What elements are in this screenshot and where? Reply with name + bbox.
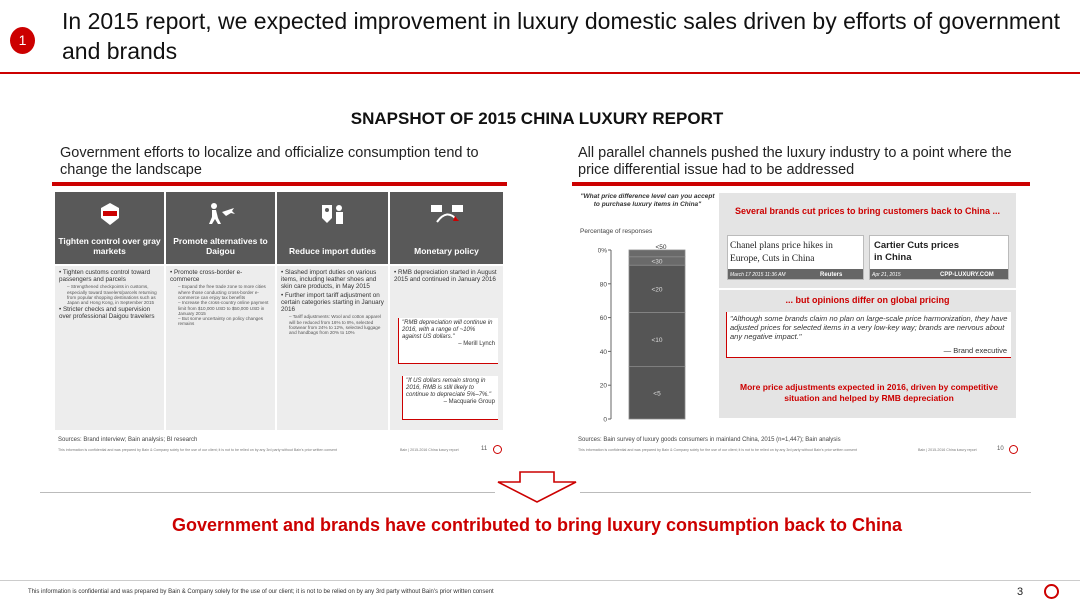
- column-label: Promote alternatives to Daigou: [173, 236, 268, 256]
- person-plane-icon: [166, 202, 275, 231]
- conclusion: Government and brands have contributed t…: [171, 515, 903, 535]
- column-body-gray-markets: • Tighten customs control toward passeng…: [55, 266, 164, 430]
- sub-bullet: – Increase the cross-country online paym…: [178, 300, 269, 316]
- column-header-daigou: Promote alternatives to Daigou: [166, 192, 275, 264]
- chart-question: "What price difference level can you acc…: [580, 193, 715, 208]
- bullet: • Stricter checks and supervision over p…: [59, 305, 155, 320]
- quote-source: — Brand executive: [943, 346, 1007, 355]
- title-divider: [0, 72, 1080, 74]
- y-tick-label: 40: [600, 349, 608, 356]
- tag-person-icon: [277, 202, 388, 231]
- segment-label: <50: [655, 244, 666, 251]
- quote-source: – Macquarie Group: [443, 399, 495, 405]
- column-header-gray-markets: Tighten control over gray markets: [55, 192, 164, 264]
- news-headline: Chanel plans price hikes in Europe, Cuts…: [730, 241, 833, 264]
- down-arrow-icon: [497, 471, 577, 503]
- quote-text: "If US dollars remain strong in 2016, RM…: [406, 378, 492, 398]
- news-headline: Cartier Cuts prices in China: [874, 240, 960, 263]
- divider-left: [40, 492, 495, 493]
- stacked-bar-segment: [628, 264, 686, 313]
- quote-source: – Merill Lynch: [458, 341, 495, 347]
- stacked-bar-segment: [628, 249, 686, 258]
- seal-icon: [55, 202, 164, 231]
- right-panel-heading: All parallel channels pushed the luxury …: [578, 145, 1012, 178]
- step-badge: 1: [10, 27, 35, 54]
- stacked-bar-segment: [628, 366, 686, 420]
- column-header-monetary: Monetary policy: [390, 192, 503, 264]
- column-body-import-duties: • Slashed import duties on various items…: [277, 266, 388, 430]
- bullet: • Tighten customs control toward passeng…: [59, 269, 151, 284]
- column-label: Reduce import duties: [289, 246, 376, 256]
- bain-logo-icon: [1044, 584, 1059, 599]
- news-card-chanel: Chanel plans price hikes in Europe, Cuts…: [727, 235, 864, 280]
- column-header-import-duties: Reduce import duties: [277, 192, 388, 264]
- right-fine-ref: Bain | 2015-2016 China luxury report: [918, 448, 977, 452]
- quote-callout: "If US dollars remain strong in 2016, RM…: [402, 376, 498, 420]
- news-date: Apr 21, 2015: [872, 272, 901, 278]
- column-label: Tighten control over gray markets: [58, 236, 161, 256]
- footer-divider: [0, 580, 1080, 581]
- left-panel-heading: Government efforts to localize and offic…: [60, 145, 479, 178]
- y-tick-label: 100%: [598, 248, 607, 255]
- news-outlet: CPP-LUXURY.COM: [940, 272, 994, 278]
- bullet: • Slashed import duties on various items…: [281, 269, 377, 291]
- news-date: March 17 2015 11:36 AM: [730, 272, 786, 278]
- y-tick-label: 20: [600, 383, 608, 390]
- news-outlet: Reuters: [820, 272, 843, 278]
- segment-label: <5: [653, 390, 661, 397]
- stacked-bar-segment: [628, 312, 686, 368]
- sub-bullet: – Strengthened checkpoints in customs, e…: [67, 284, 157, 306]
- segment-label: <30: [651, 258, 662, 265]
- y-tick-label: 0: [603, 417, 607, 424]
- right-page-number: 10: [997, 446, 1004, 452]
- segment-label: <20: [651, 286, 662, 293]
- opinions-title: ... but opinions differ on global pricin…: [785, 295, 950, 305]
- column-body-daigou: • Promote cross-border e-commerce – Expa…: [166, 266, 275, 430]
- y-tick-label: 60: [600, 315, 608, 322]
- brands-box-title: Several brands cut prices to bring custo…: [734, 206, 1001, 216]
- bullet: • Further import tariff adjustment on ce…: [281, 291, 384, 314]
- quote-callout: "RMB depreciation will continue in 2016,…: [398, 318, 498, 364]
- news-card-cartier: Cartier Cuts prices in China Apr 21, 201…: [869, 235, 1009, 280]
- bain-logo-icon: [1009, 445, 1018, 454]
- brand-executive-quote: "Although some brands claim no plan on l…: [726, 312, 1011, 358]
- left-source: Sources: Brand interview; Bain analysis;…: [58, 437, 198, 443]
- segment-label: <10: [651, 337, 662, 344]
- quote-text: "RMB depreciation will continue in 2016,…: [402, 320, 493, 340]
- quote-text: "Although some brands claim no plan on l…: [730, 314, 1008, 341]
- right-panel-rule: [572, 182, 1030, 186]
- column-label: Monetary policy: [414, 246, 479, 256]
- bullet: • Promote cross-border e-commerce: [170, 269, 243, 284]
- sub-bullet: – But some uncertainty on policy changes…: [178, 316, 264, 327]
- left-fine-print: This information is confidential and was…: [58, 448, 337, 452]
- left-page-number: 11: [481, 446, 488, 452]
- right-fine-print: This information is confidential and was…: [578, 448, 857, 452]
- bullet: • RMB depreciation started in August 201…: [394, 269, 497, 284]
- price-difference-chart: 0 20 40 60 80 100% <5 <10 <20 <30 <50: [598, 244, 686, 424]
- left-fine-ref: Bain | 2015-2016 China luxury report: [400, 448, 459, 452]
- divider-right: [580, 492, 1031, 493]
- left-panel-rule: [52, 182, 507, 186]
- sub-bullet: – Expand the free trade zone to more cit…: [178, 284, 266, 300]
- y-tick-label: 80: [600, 281, 608, 288]
- page-number: 3: [1017, 586, 1024, 598]
- snapshot-title: SNAPSHOT OF 2015 CHINA LUXURY REPORT: [350, 109, 724, 128]
- right-source: Sources: Bain survey of luxury goods con…: [578, 437, 841, 443]
- bain-logo-icon: [493, 445, 502, 454]
- sub-bullet: – Tariff adjustments: Wool and cotton ap…: [289, 314, 381, 336]
- slide-title: In 2015 report, we expected improvement …: [62, 8, 1061, 64]
- outlook-text: More price adjustments expected in 2016,…: [740, 382, 998, 403]
- currency-exchange-icon: [390, 202, 503, 231]
- chart-caption: Percentage of responses: [580, 228, 653, 235]
- footer-disclaimer: This information is confidential and was…: [28, 589, 494, 595]
